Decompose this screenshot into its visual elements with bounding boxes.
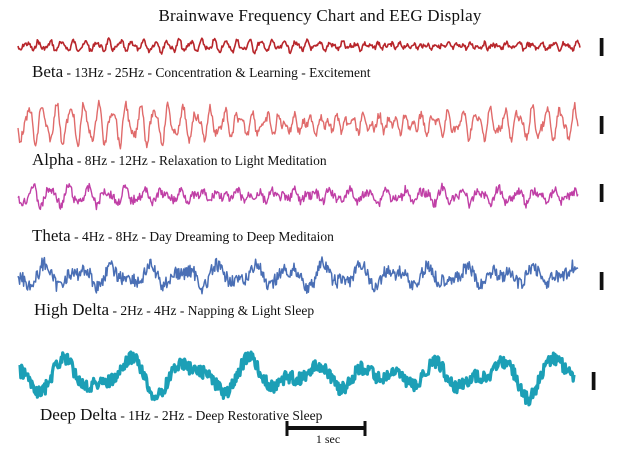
band-details: - 13Hz - 25Hz - Concentration & Learning… (63, 65, 371, 80)
eeg-trace-high-delta (17, 256, 579, 295)
eeg-trace-theta (17, 182, 579, 211)
amplitude-marker: I (590, 366, 598, 396)
amplitude-marker: I (598, 110, 606, 140)
band-name: Beta (32, 62, 64, 81)
one-second-scale-bar (285, 421, 367, 436)
band-label-alpha: Alpha - 8Hz - 12Hz - Relaxation to Light… (32, 150, 327, 170)
band-label-theta: Theta - 4Hz - 8Hz - Day Dreaming to Deep… (32, 226, 334, 246)
scalebar-label: 1 sec (315, 432, 341, 446)
band-label-high-delta: High Delta - 2Hz - 4Hz - Napping & Light… (34, 300, 314, 320)
band-details: - 2Hz - 4Hz - Napping & Light Sleep (109, 303, 315, 318)
eeg-trace-alpha (17, 99, 579, 150)
eeg-trace-deep-delta (18, 350, 576, 407)
band-name: Deep Delta (40, 405, 117, 424)
diagram-title: Brainwave Frequency Chart and EEG Displa… (158, 6, 482, 25)
amplitude-marker: I (598, 178, 606, 208)
band-details: - 8Hz - 12Hz - Relaxation to Light Medit… (73, 153, 327, 168)
band-label-deep-delta: Deep Delta - 1Hz - 2Hz - Deep Restorativ… (40, 405, 322, 425)
amplitude-marker: I (598, 32, 606, 62)
band-label-beta: Beta - 13Hz - 25Hz - Concentration & Lea… (32, 62, 371, 82)
band-details: - 4Hz - 8Hz - Day Dreaming to Deep Medit… (70, 229, 334, 244)
amplitude-marker: I (598, 266, 606, 296)
band-name: Alpha (32, 150, 74, 169)
band-name: Theta (32, 226, 71, 245)
eeg-trace-beta (17, 37, 581, 55)
band-name: High Delta (34, 300, 110, 319)
band-details: - 1Hz - 2Hz - Deep Restorative Sleep (116, 408, 323, 423)
